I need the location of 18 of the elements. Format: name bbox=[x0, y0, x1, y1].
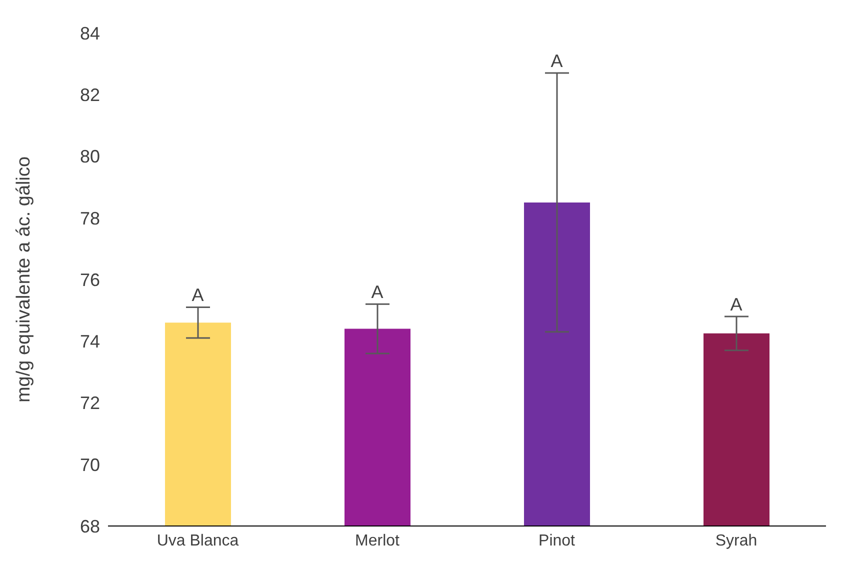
y-tick-label: 82 bbox=[80, 85, 100, 106]
y-tick-label: 68 bbox=[80, 516, 100, 536]
y-tick-label: 70 bbox=[80, 454, 100, 475]
y-tick-label: 80 bbox=[80, 146, 100, 167]
y-axis-title: mg/g equivalente a ác. gálico bbox=[14, 156, 35, 403]
annotation: A bbox=[550, 51, 563, 72]
annotation: A bbox=[192, 285, 204, 306]
y-tick-label: 72 bbox=[80, 393, 100, 414]
y-tick-label: 76 bbox=[80, 270, 100, 290]
annotation: A bbox=[730, 294, 742, 314]
y-tick-label: 84 bbox=[80, 23, 100, 44]
y-tick-label: 74 bbox=[80, 332, 100, 352]
x-tick-label: Pinot bbox=[538, 532, 576, 550]
annotation: A bbox=[371, 282, 384, 302]
x-tick-label: Syrah bbox=[715, 532, 758, 550]
y-tick-label: 78 bbox=[80, 208, 100, 228]
x-tick-label: Uva Blanca bbox=[156, 532, 239, 550]
x-tick-label: Merlot bbox=[355, 532, 400, 550]
